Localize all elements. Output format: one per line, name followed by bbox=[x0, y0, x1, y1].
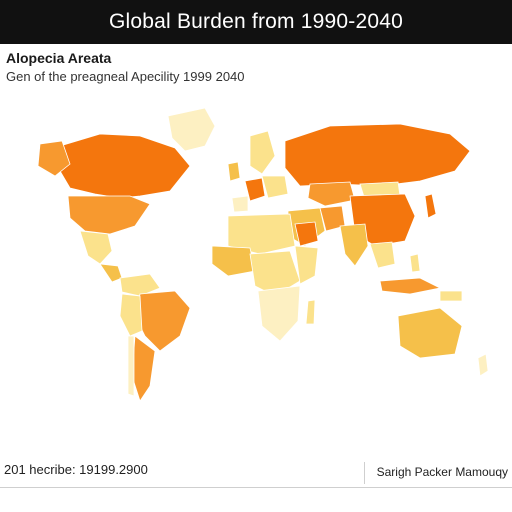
region-greenland bbox=[167, 107, 216, 152]
region-chile bbox=[127, 335, 135, 397]
page-title: Global Burden from 1990-2040 bbox=[109, 10, 403, 33]
region-usa bbox=[67, 195, 151, 235]
map-subtitle: Alopecia Areata bbox=[6, 50, 112, 66]
region-madagascar bbox=[305, 299, 316, 325]
region-argentina bbox=[131, 335, 156, 402]
region-russia bbox=[284, 123, 471, 187]
world-map-svg bbox=[37, 107, 489, 402]
region-new-zealand bbox=[477, 353, 489, 377]
region-central-america bbox=[99, 263, 123, 283]
region-iberia bbox=[231, 195, 249, 213]
region-canada bbox=[59, 133, 191, 199]
region-north-africa bbox=[227, 213, 296, 255]
region-central-europe bbox=[261, 175, 289, 199]
region-colombia-venezuela bbox=[119, 273, 161, 297]
footer-divider bbox=[0, 487, 512, 488]
region-southern-africa bbox=[257, 285, 301, 342]
title-bar: Global Burden from 1990-2040 bbox=[0, 0, 512, 44]
region-western-europe bbox=[244, 177, 266, 202]
region-uk bbox=[227, 161, 241, 182]
world-map bbox=[0, 96, 512, 446]
map-caption: Gen of the preagneal Apecility 1999 2040 bbox=[6, 69, 245, 84]
region-scandinavia bbox=[249, 130, 276, 175]
region-saudi-arabia bbox=[294, 221, 319, 247]
region-philippines bbox=[409, 253, 421, 273]
region-kazakhstan bbox=[307, 181, 356, 207]
region-east-africa bbox=[294, 245, 319, 285]
region-japan bbox=[424, 193, 437, 219]
subtitle-block: Alopecia Areata Gen of the preagneal Ape… bbox=[6, 50, 245, 84]
footer-left-text: 201 hecribe: 19199.2900 bbox=[4, 462, 148, 477]
region-india bbox=[339, 223, 369, 267]
region-papua bbox=[439, 290, 463, 302]
region-mexico bbox=[79, 230, 113, 265]
region-peru-bolivia bbox=[119, 293, 143, 337]
region-southeast-asia bbox=[369, 241, 396, 269]
footer-right-text: Sarigh Packer Mamouqy bbox=[363, 462, 508, 484]
region-australia bbox=[397, 307, 463, 359]
region-west-africa bbox=[211, 245, 256, 277]
region-indonesia bbox=[379, 277, 442, 295]
region-alaska bbox=[37, 140, 71, 177]
